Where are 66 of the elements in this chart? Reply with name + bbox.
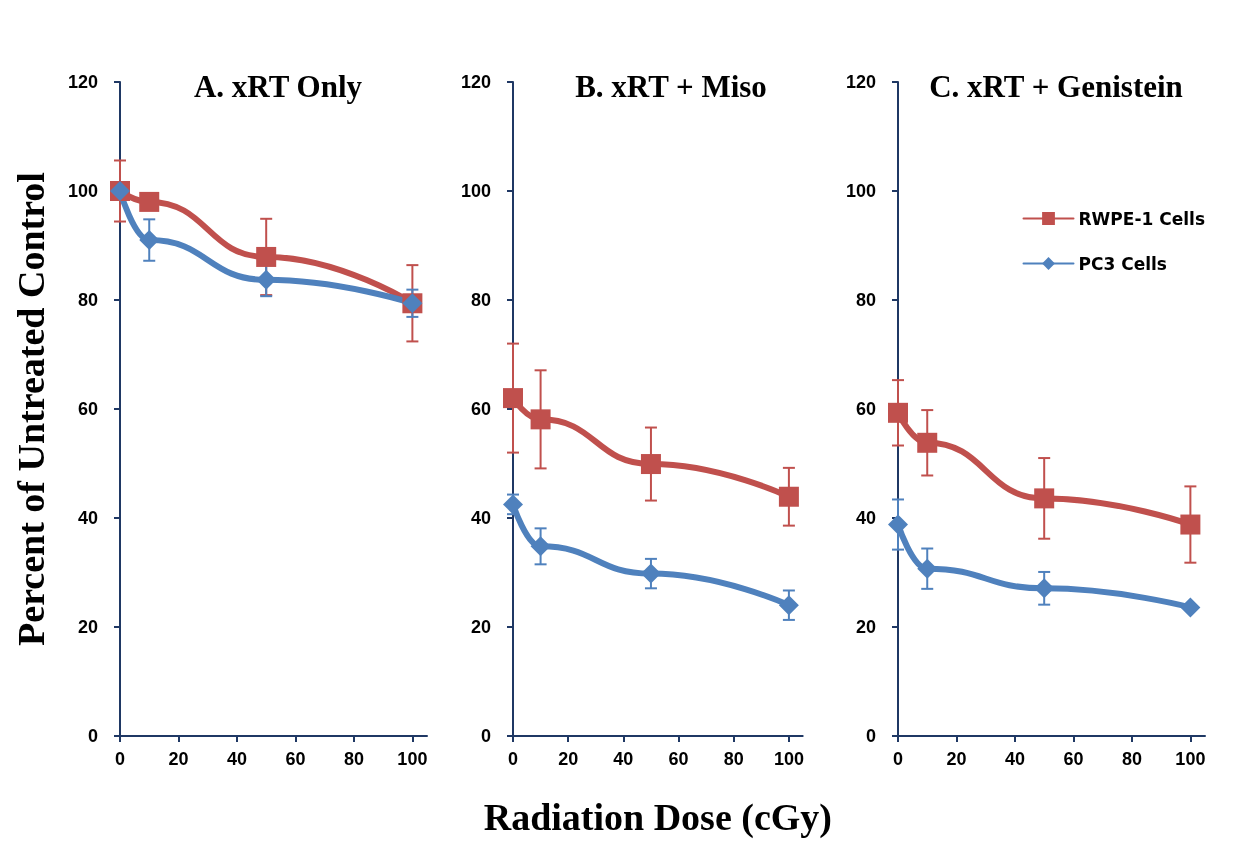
y-tick-label: 120 <box>460 72 491 92</box>
point <box>530 409 551 430</box>
chart-title: C. xRT + Genistein <box>929 69 1183 104</box>
x-tick-label: 80 <box>1121 749 1142 769</box>
chart-title: B. xRT + Miso <box>575 69 767 104</box>
x-tick-label: 0 <box>892 749 904 769</box>
point <box>917 558 938 579</box>
y-tick-label: 120 <box>67 72 98 92</box>
y-axis-title: Percent of Untreated Control <box>10 172 52 646</box>
y-tick-label: 100 <box>67 181 98 201</box>
x-tick-label: 80 <box>723 749 744 769</box>
y-tick-label: 0 <box>865 726 876 746</box>
y-tick-label: 120 <box>845 72 876 92</box>
y-tick-label: 100 <box>460 181 491 201</box>
point <box>1180 514 1201 535</box>
x-tick-label: 20 <box>558 749 579 769</box>
x-tick-label: 60 <box>668 749 689 769</box>
y-tick-label: 80 <box>470 290 491 310</box>
legend-label: RWPE-1 Cells <box>1078 208 1205 229</box>
point <box>139 230 160 251</box>
point <box>503 494 523 515</box>
y-tick-label: 40 <box>855 508 876 528</box>
x-tick-label: 20 <box>946 749 967 769</box>
y-tick-label: 40 <box>77 508 98 528</box>
x-tick-label: 100 <box>397 749 428 769</box>
y-tick-label: 20 <box>855 617 876 637</box>
point <box>917 432 938 453</box>
y-tick-label: 60 <box>855 399 876 419</box>
x-tick-label: 40 <box>613 749 634 769</box>
point <box>778 595 799 616</box>
y-tick-label: 40 <box>470 508 491 528</box>
y-tick-label: 0 <box>87 726 98 746</box>
point <box>1180 597 1201 618</box>
x-tick-label: 80 <box>343 749 364 769</box>
point <box>256 246 277 267</box>
point <box>640 563 661 584</box>
x-tick-label: 60 <box>285 749 306 769</box>
x-tick-label: 100 <box>773 749 804 769</box>
point <box>778 486 799 507</box>
point <box>139 191 160 212</box>
y-tick-label: 20 <box>77 617 98 637</box>
x-tick-label: 100 <box>1175 749 1206 769</box>
y-tick-label: 80 <box>77 290 98 310</box>
point <box>1034 578 1055 599</box>
x-tick-label: 20 <box>168 749 189 769</box>
y-tick-label: 0 <box>480 726 491 746</box>
x-axis-title: Radiation Dose (cGy) <box>483 796 832 839</box>
x-tick-label: 60 <box>1063 749 1084 769</box>
point <box>503 388 523 409</box>
x-tick-label: 40 <box>1004 749 1025 769</box>
legend-label: PC3 Cells <box>1078 253 1167 274</box>
y-tick-label: 60 <box>77 399 98 419</box>
x-tick-label: 40 <box>226 749 247 769</box>
point <box>256 269 277 290</box>
y-tick-label: 60 <box>470 399 491 419</box>
y-tick-label: 20 <box>470 617 491 637</box>
point <box>1034 488 1055 509</box>
point <box>888 514 908 535</box>
y-tick-label: 80 <box>855 290 876 310</box>
point <box>888 402 908 423</box>
x-tick-label: 0 <box>114 749 126 769</box>
x-tick-label: 0 <box>507 749 519 769</box>
point <box>530 536 551 557</box>
point <box>640 454 661 475</box>
chart-title: A. xRT Only <box>193 69 363 104</box>
y-tick-label: 100 <box>845 181 876 201</box>
